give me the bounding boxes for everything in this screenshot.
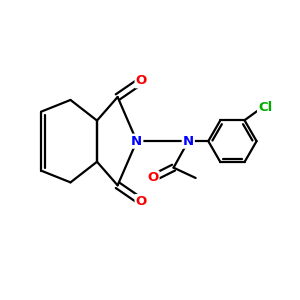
Text: O: O (136, 74, 147, 87)
Text: O: O (136, 195, 147, 208)
Text: Cl: Cl (258, 100, 272, 113)
Text: N: N (183, 135, 194, 148)
Text: N: N (131, 135, 142, 148)
Text: O: O (147, 172, 159, 184)
